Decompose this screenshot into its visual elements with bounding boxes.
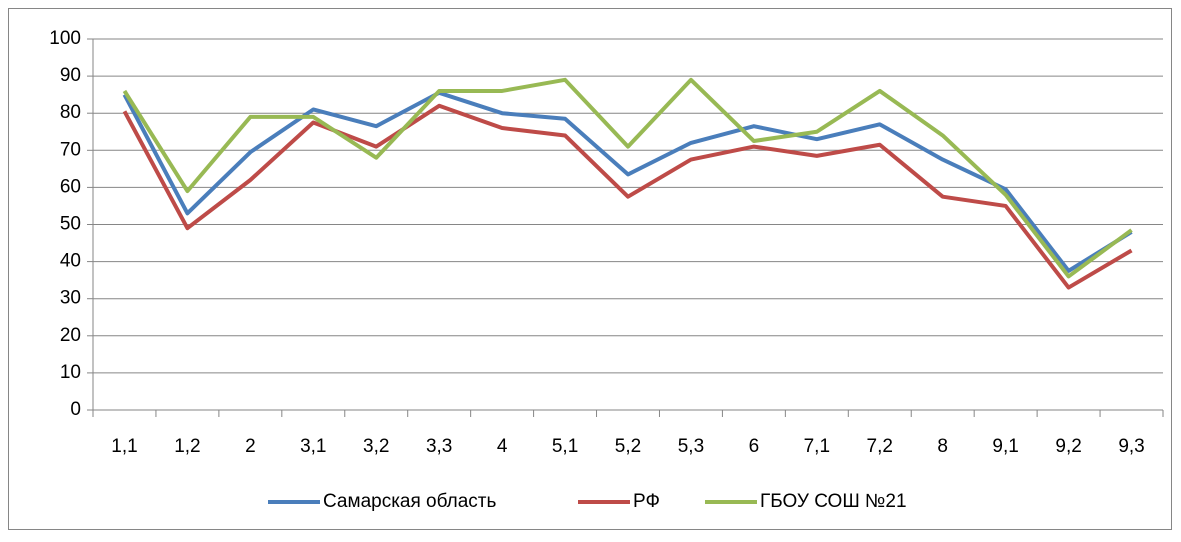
legend-label: ГБОУ СОШ №21 (760, 491, 907, 512)
y-tick-label: 30 (60, 288, 81, 309)
x-tick-label: 8 (937, 436, 948, 457)
x-tick-label: 4 (497, 436, 508, 457)
y-tick-label: 50 (60, 214, 81, 235)
x-tick-label: 3,1 (300, 436, 326, 457)
x-tick-label: 3,3 (426, 436, 452, 457)
x-tick-label: 5,3 (678, 436, 704, 457)
x-tick-label: 2 (245, 436, 256, 457)
y-tick-label: 80 (60, 102, 81, 123)
chart-frame (8, 8, 1172, 530)
y-tick-label: 60 (60, 176, 81, 197)
y-tick-label: 10 (60, 362, 81, 383)
x-tick-label: 9,1 (992, 436, 1018, 457)
x-tick-label: 5,1 (552, 436, 578, 457)
x-tick-label: 1,1 (111, 436, 137, 457)
y-tick-label: 90 (60, 65, 81, 86)
x-tick-label: 7,2 (867, 436, 893, 457)
x-tick-label: 6 (749, 436, 760, 457)
series-line (122, 103, 1133, 290)
y-tick-label: 100 (49, 28, 81, 49)
y-tick-label: 0 (70, 399, 81, 420)
y-tick-label: 40 (60, 251, 81, 272)
legend-label: РФ (633, 491, 660, 512)
y-tick-label: 20 (60, 325, 81, 346)
x-tick-label: 3,2 (363, 436, 389, 457)
series-line (122, 90, 1133, 273)
x-tick-label: 5,2 (615, 436, 641, 457)
series-line (122, 77, 1133, 279)
legend-label: Самарская область (323, 491, 497, 512)
x-tick-label: 9,2 (1055, 436, 1081, 457)
x-tick-label: 1,2 (174, 436, 200, 457)
y-tick-label: 70 (60, 139, 81, 160)
x-tick-label: 7,1 (804, 436, 830, 457)
x-tick-label: 9,3 (1118, 436, 1144, 457)
